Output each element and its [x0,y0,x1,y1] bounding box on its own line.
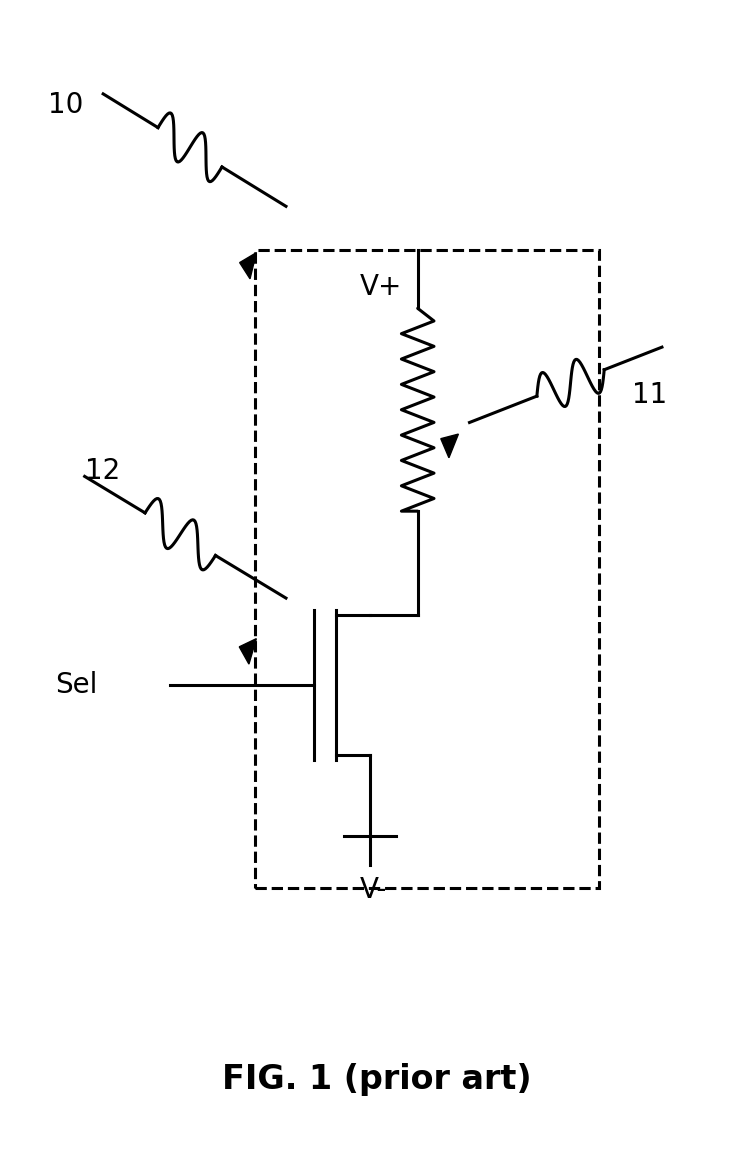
Polygon shape [239,638,256,664]
Text: V-: V- [360,876,387,904]
Text: FIG. 1 (prior art): FIG. 1 (prior art) [222,1063,532,1096]
Text: 11: 11 [633,381,667,409]
Text: V+: V+ [360,273,402,301]
Text: 12: 12 [84,456,120,484]
Polygon shape [240,252,256,279]
Text: Sel: Sel [55,671,97,699]
Text: 10: 10 [48,91,83,120]
Polygon shape [441,434,458,457]
